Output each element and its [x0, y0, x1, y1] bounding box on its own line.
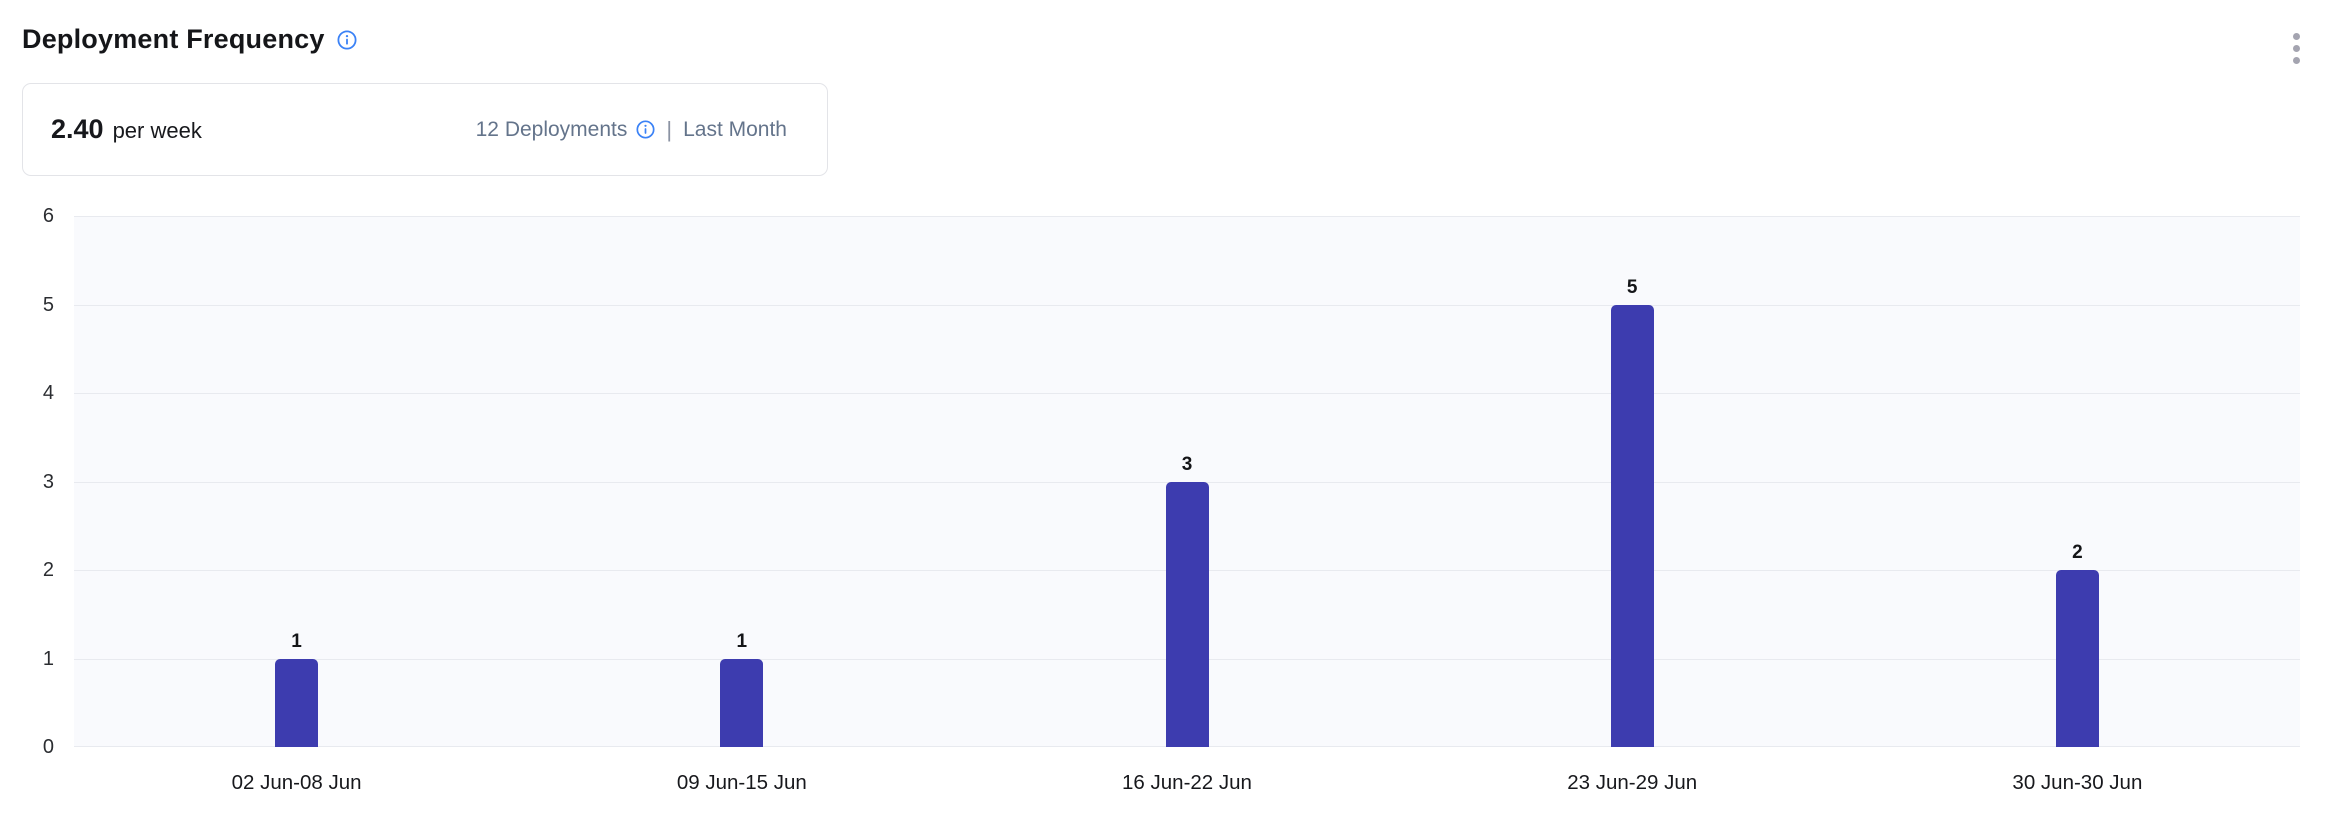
bar-30 Jun-30 Jun[interactable]: [2055, 570, 2099, 747]
frequency-summary: 2.40 per week: [51, 114, 202, 145]
y-tick-label-5: 5: [42, 293, 54, 316]
deployments-summary: 12 Deployments | Last Month: [476, 117, 787, 143]
x-tick-label: 09 Jun-15 Jun: [676, 771, 807, 794]
widget-header: Deployment Frequency: [22, 24, 357, 55]
summary-card: 2.40 per week 12 Deployments | Last Mont…: [22, 83, 828, 176]
x-tick-label: 02 Jun-08 Jun: [231, 771, 362, 794]
kebab-dot: [2293, 45, 2300, 52]
page-title: Deployment Frequency: [22, 24, 325, 54]
deployments-count-label: 12 Deployments: [475, 117, 628, 141]
y-tick-label-2: 2: [42, 559, 54, 581]
bar-16 Jun-22 Jun[interactable]: [1165, 481, 1209, 747]
frequency-unit: per week: [112, 118, 202, 143]
y-tick-label-0: 0: [42, 736, 54, 758]
deployments-info-icon[interactable]: [636, 120, 655, 139]
kebab-dot: [2293, 33, 2300, 40]
gridline-y-4: [74, 393, 2300, 394]
summary-separator: |: [666, 116, 673, 142]
bar-23 Jun-29 Jun[interactable]: [1610, 304, 1654, 747]
bar-value-label: 2: [2072, 542, 2083, 563]
widget-options-menu-button[interactable]: [2291, 31, 2302, 66]
y-axis: 0 1 2 3 4 5 6: [0, 205, 54, 758]
x-tick-label: 30 Jun-30 Jun: [2012, 771, 2143, 794]
gridline-y-5: [74, 304, 2300, 306]
y-tick-label-6: 6: [42, 205, 54, 227]
bar-value-label: 5: [1626, 276, 1638, 298]
bar-value-label: 1: [291, 630, 302, 652]
kebab-dot: [2293, 57, 2300, 64]
y-tick-label-3: 3: [42, 470, 54, 493]
period-label: Last Month: [683, 117, 787, 141]
plot-area: 1 1 3 5 2: [74, 216, 2300, 747]
bar-value-label: 1: [736, 630, 748, 652]
y-tick-label-4: 4: [42, 382, 54, 404]
x-tick-label: 16 Jun-22 Jun: [1122, 771, 1252, 794]
title-info-icon[interactable]: [337, 29, 357, 50]
gridline-y-6: [74, 216, 2300, 217]
y-tick-label-1: 1: [42, 647, 54, 670]
bar-02 Jun-08 Jun[interactable]: [275, 658, 319, 747]
bar-09 Jun-15 Jun[interactable]: [720, 658, 764, 747]
x-axis: 02 Jun-08 Jun 09 Jun-15 Jun 16 Jun-22 Jun 2…: [74, 771, 2300, 797]
frequency-value: 2.40: [51, 114, 104, 144]
x-tick-label: 23 Jun-29 Jun: [1567, 771, 1698, 794]
bar-value-label: 3: [1181, 453, 1193, 475]
